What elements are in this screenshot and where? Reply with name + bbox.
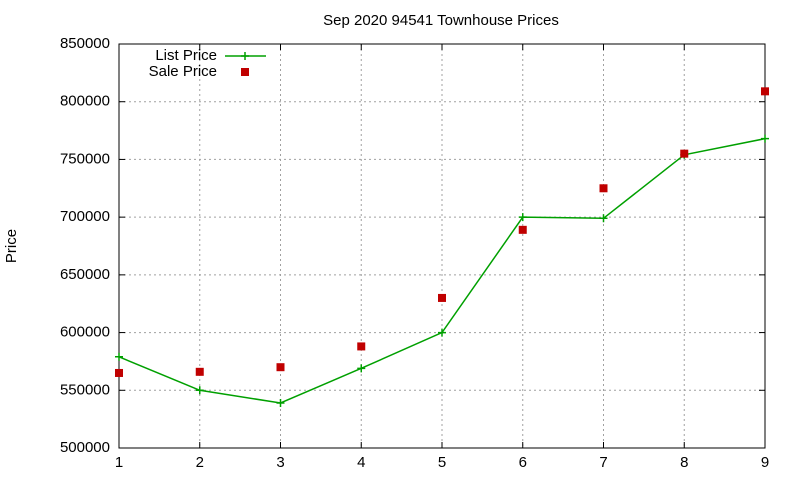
point xyxy=(195,367,204,376)
x-tick-label: 4 xyxy=(357,454,365,471)
point xyxy=(115,352,123,361)
y-tick-label: 650000 xyxy=(60,266,110,283)
x-tick-label: 3 xyxy=(276,454,284,471)
legend-label: Sale Price xyxy=(149,63,217,80)
point xyxy=(518,225,527,234)
y-tick-label: 700000 xyxy=(60,208,110,225)
point xyxy=(680,149,689,158)
y-tick-label: 800000 xyxy=(60,93,110,110)
point xyxy=(599,184,608,193)
chart-title: Sep 2020 94541 Townhouse Prices xyxy=(323,12,559,29)
point xyxy=(357,342,366,351)
point xyxy=(276,398,285,407)
x-tick-label: 2 xyxy=(196,454,204,471)
y-axis-label: Price xyxy=(3,229,20,263)
legend-marker xyxy=(241,52,249,60)
y-tick-label: 600000 xyxy=(60,324,110,341)
y-tick-label: 550000 xyxy=(60,381,110,398)
point xyxy=(761,87,769,96)
plot-border xyxy=(118,43,766,449)
point xyxy=(518,213,527,222)
x-tick-label: 9 xyxy=(761,454,769,471)
point xyxy=(357,364,366,373)
x-tick-label: 6 xyxy=(519,454,527,471)
y-tick-label: 850000 xyxy=(60,35,110,52)
point xyxy=(115,368,123,377)
x-tick-label: 1 xyxy=(115,454,123,471)
point xyxy=(276,363,285,372)
point xyxy=(438,293,446,302)
y-tick-label: 750000 xyxy=(60,150,110,167)
point xyxy=(761,134,769,143)
x-tick-label: 5 xyxy=(438,454,446,471)
y-tick-label: 500000 xyxy=(60,439,110,456)
point xyxy=(599,214,608,223)
legend-marker xyxy=(241,68,249,76)
point xyxy=(438,328,446,337)
x-tick-label: 8 xyxy=(680,454,688,471)
x-tick-label: 7 xyxy=(599,454,607,471)
point xyxy=(195,386,204,395)
legend-label: List Price xyxy=(155,47,217,64)
